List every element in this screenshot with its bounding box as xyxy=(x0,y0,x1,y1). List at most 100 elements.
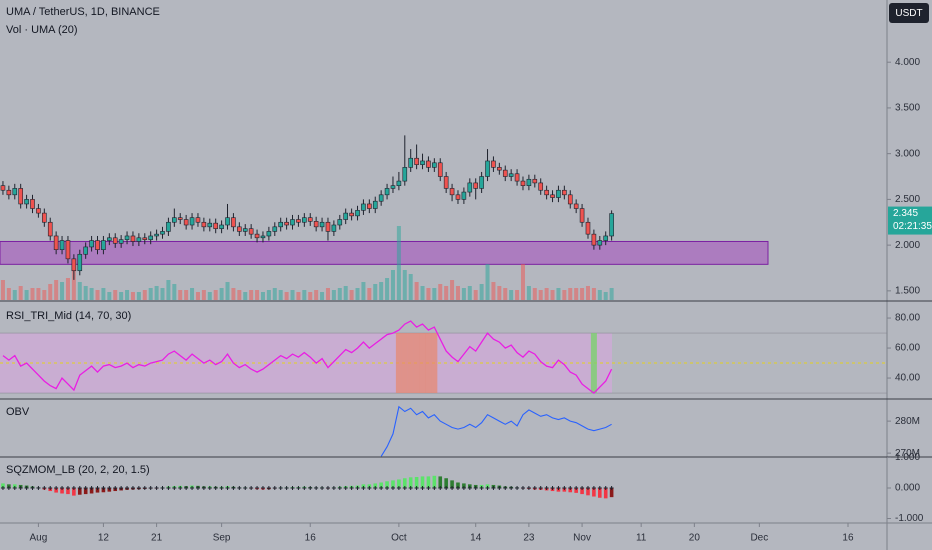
plot xyxy=(0,135,887,499)
momentum-bar xyxy=(568,487,573,493)
volume-bar xyxy=(444,286,449,300)
volume-bar xyxy=(438,284,443,300)
volume-bar xyxy=(243,292,248,300)
squeeze-dot xyxy=(36,485,41,490)
candle-body xyxy=(77,253,83,272)
candle-body xyxy=(443,176,449,189)
volume-bar xyxy=(515,290,520,300)
x-tick-label: Nov xyxy=(573,533,591,544)
squeeze-dot xyxy=(420,485,425,490)
momentum-bar xyxy=(385,481,389,488)
momentum-bar xyxy=(379,482,383,488)
squeeze-dot xyxy=(0,485,5,490)
squeeze-dot xyxy=(154,485,159,490)
volume-bar xyxy=(278,290,283,300)
squeeze-dot xyxy=(207,485,212,490)
squeeze-dot xyxy=(249,485,254,490)
squeeze-dot xyxy=(178,485,183,490)
candle-body xyxy=(402,167,408,182)
candle-body xyxy=(124,235,130,240)
squeeze-dot xyxy=(6,485,11,490)
rsi-overbought xyxy=(413,333,420,394)
momentum-bar xyxy=(391,480,395,488)
volume-bar xyxy=(136,292,141,300)
volume-bar xyxy=(160,288,165,300)
x-tick-label: Sep xyxy=(213,533,231,544)
squeeze-dot xyxy=(160,485,165,490)
volume-bar xyxy=(296,292,301,300)
squeeze-dot xyxy=(302,485,307,490)
volume-bar xyxy=(420,286,425,300)
currency[interactable]: USDT xyxy=(895,8,922,19)
y-tick-label: 270M xyxy=(895,448,920,459)
volume-bar xyxy=(503,288,508,300)
squeeze-dot xyxy=(450,485,455,490)
candle-body xyxy=(148,235,153,240)
squeeze-dot xyxy=(142,485,147,490)
squeeze-dot xyxy=(284,485,289,490)
squeeze-dot xyxy=(308,485,313,490)
squeeze-dot xyxy=(314,485,319,490)
squeeze-dot xyxy=(414,485,419,490)
volume-bar xyxy=(361,282,366,300)
volume-bar xyxy=(402,270,407,300)
candle-body xyxy=(432,162,437,168)
candle-body xyxy=(231,217,236,228)
volume-bar xyxy=(574,288,579,300)
candle-body xyxy=(538,182,544,191)
x-tick-label: Dec xyxy=(750,533,768,544)
candle-body xyxy=(520,180,526,186)
momentum-bar xyxy=(456,482,460,488)
squeeze-dot xyxy=(12,485,17,490)
volume-bar xyxy=(255,290,260,300)
squeeze-dot xyxy=(355,485,360,490)
last-price: 2.345 xyxy=(893,208,918,219)
squeeze-dot xyxy=(54,485,59,490)
squeeze-dot xyxy=(568,485,573,490)
candle-body xyxy=(544,189,549,196)
squeeze-dot xyxy=(591,485,596,490)
x-tick-label: 21 xyxy=(151,533,163,544)
volume-bar xyxy=(532,288,537,300)
volume-bar xyxy=(89,288,94,300)
squeeze-dot xyxy=(467,485,472,490)
candle-body xyxy=(296,219,301,223)
volume-bar xyxy=(77,282,82,300)
squeeze-dot xyxy=(532,485,537,490)
candle-body xyxy=(219,224,224,229)
volume-bar xyxy=(178,290,183,300)
candle-body xyxy=(414,157,419,165)
volume-bar xyxy=(260,292,265,300)
squeeze-dot xyxy=(113,485,118,490)
squeeze-dot xyxy=(213,485,218,490)
currency-box[interactable] xyxy=(889,3,929,23)
squeeze-dot xyxy=(603,485,608,490)
momentum-bar xyxy=(402,478,407,488)
squeeze-dot xyxy=(580,485,585,490)
candle-body xyxy=(485,160,490,177)
volume-bar xyxy=(36,288,41,300)
volume-bar xyxy=(491,282,496,300)
candle-body xyxy=(183,219,189,226)
momentum-bar xyxy=(603,487,608,499)
squeeze-dot xyxy=(402,485,407,490)
volume-bar xyxy=(609,288,614,300)
rsi-overbought xyxy=(419,333,426,394)
squeeze-dot xyxy=(550,485,555,490)
volume-bar xyxy=(396,226,401,300)
candle-body xyxy=(532,178,538,184)
volume-bar xyxy=(83,286,88,300)
volume-bar xyxy=(190,288,195,300)
volume-bar xyxy=(125,290,130,300)
candle-body xyxy=(154,233,159,237)
candle-body xyxy=(378,194,384,202)
candle-body xyxy=(242,228,248,232)
momentum-bar xyxy=(1,483,5,488)
volume-bar xyxy=(65,278,70,300)
volume-bar xyxy=(314,290,319,300)
last-price-box xyxy=(888,206,932,235)
volume-bar xyxy=(119,292,124,300)
volume-bar xyxy=(266,290,271,300)
squeeze-dot xyxy=(89,485,94,490)
candle-body xyxy=(479,176,484,189)
